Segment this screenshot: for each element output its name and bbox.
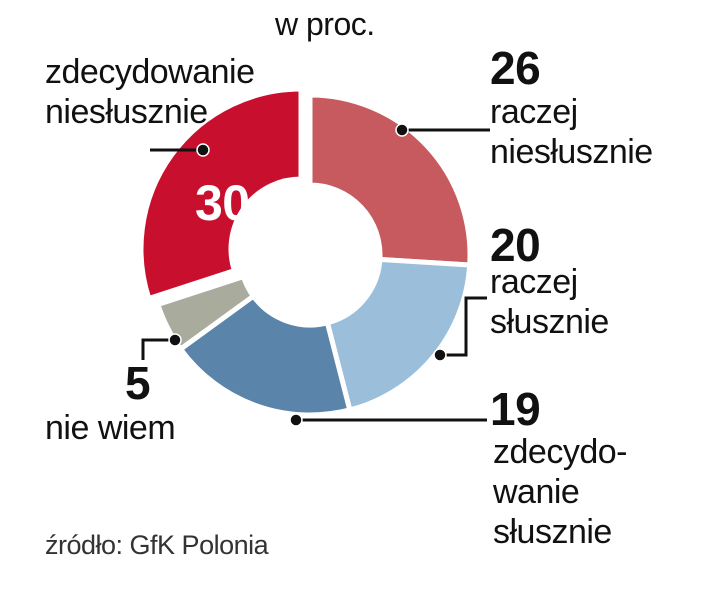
donut-slice: [307, 92, 473, 268]
leader-dot: [289, 413, 303, 427]
leader-line: [440, 296, 487, 357]
donut-slice: [324, 256, 473, 414]
value-label: 5: [125, 357, 151, 409]
donut-slice: [138, 86, 304, 302]
value-label: 26: [490, 42, 541, 94]
chart-title: w proc.: [275, 6, 375, 42]
category-label: zdecydowanie niesłusznie: [45, 53, 255, 131]
value-label: 20: [490, 219, 541, 271]
leader-dot: [168, 333, 182, 347]
category-label: raczej słusznie: [490, 263, 609, 341]
category-label: nie wiem: [45, 409, 176, 447]
source: źródło: GfK Polonia: [45, 530, 269, 560]
category-label: zdecydo- wanie słusznie: [493, 433, 627, 551]
leader-dot: [196, 143, 210, 157]
category-label: raczej niesłusznie: [490, 93, 653, 171]
leader-dot: [433, 348, 447, 362]
value-label: 30: [195, 175, 250, 231]
value-label: 19: [490, 383, 541, 435]
leader-dot: [395, 123, 409, 137]
leader-line: [141, 338, 175, 360]
